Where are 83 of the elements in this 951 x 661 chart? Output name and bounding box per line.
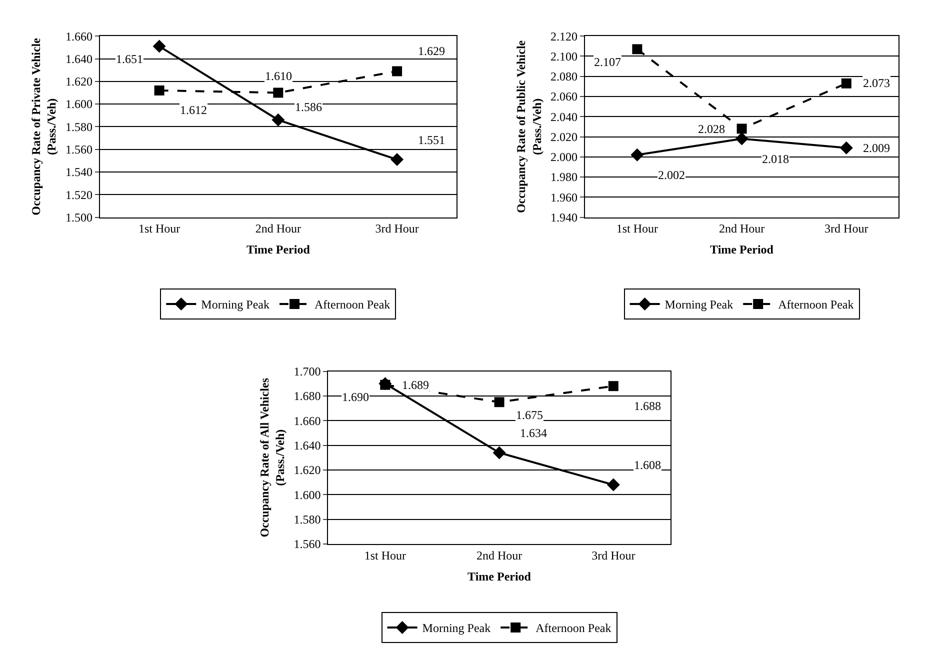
x-tick-label: 1st Hour <box>364 548 406 562</box>
y-tick-label: 1.620 <box>294 463 321 478</box>
data-label: 1.629 <box>418 44 445 58</box>
data-label: 2.028 <box>698 122 725 136</box>
legend-label: Morning Peak <box>201 298 270 312</box>
y-axis-title: Occupancy Rate of All Vehicles (Pass./Veh) <box>257 378 287 538</box>
y-tick-label: 1.940 <box>550 210 578 224</box>
y-tick-label: 1.620 <box>65 74 92 89</box>
legend-label: Morning Peak <box>422 621 491 636</box>
data-label: 2.002 <box>658 168 685 182</box>
data-label: 1.586 <box>295 100 322 114</box>
data-label: 1.612 <box>180 103 207 117</box>
x-tick-label: 3rd Hour <box>375 222 419 236</box>
data-label: 1.610 <box>265 69 292 83</box>
data-label: 2.009 <box>863 141 890 155</box>
x-tick-label: 1st Hour <box>616 222 658 236</box>
x-axis-title: Time Period <box>710 242 774 257</box>
data-label: 1.608 <box>634 458 661 472</box>
point <box>606 478 620 492</box>
data-label: 1.688 <box>634 399 661 413</box>
point <box>840 141 853 154</box>
point <box>736 124 747 134</box>
point <box>390 153 404 166</box>
point <box>494 397 504 408</box>
point <box>272 113 285 126</box>
data-label: 1.690 <box>342 390 369 404</box>
point <box>630 148 644 162</box>
y-tick-label: 2.120 <box>550 29 578 44</box>
y-tick-label: 1.680 <box>294 389 321 404</box>
point <box>632 44 642 54</box>
x-axis-title: Time Period <box>468 569 532 584</box>
data-label: 1.651 <box>116 52 143 66</box>
y-tick-label: 1.660 <box>65 29 92 44</box>
point <box>380 380 390 390</box>
y-tick-label: 1.660 <box>294 414 321 428</box>
point <box>492 446 506 460</box>
y-tick-label: 1.980 <box>550 170 578 184</box>
x-tick-label: 2nd Hour <box>718 222 765 236</box>
y-tick-label: 1.580 <box>65 120 92 134</box>
x-tick-label: 1st Hour <box>138 222 180 236</box>
point <box>154 85 164 96</box>
point <box>841 78 852 88</box>
y-tick-label: 1.600 <box>65 97 92 112</box>
data-label: 2.107 <box>594 55 621 69</box>
y-tick-label: 1.640 <box>294 438 321 452</box>
y-tick-label: 1.520 <box>65 188 92 202</box>
y-tick-label: 2.080 <box>550 70 578 84</box>
point <box>152 40 166 53</box>
x-tick-label: 3rd Hour <box>592 548 636 562</box>
x-axis-title: Time Period <box>246 242 310 257</box>
y-tick-label: 2.020 <box>550 130 578 144</box>
legend-label: Afternoon Peak <box>778 298 854 312</box>
y-tick-label: 1.560 <box>65 142 92 157</box>
y-tick-label: 2.100 <box>550 49 578 64</box>
y-axis-title: Occupancy Rate of Public Vehicle (Pass./Veh) <box>514 40 544 214</box>
y-tick-label: 1.540 <box>65 165 92 180</box>
legend-label: Afternoon Peak <box>536 621 612 636</box>
y-tick-label: 1.560 <box>294 537 321 552</box>
legend-label: Morning Peak <box>664 298 734 312</box>
data-label: 1.551 <box>418 133 445 147</box>
data-label: 1.634 <box>520 426 547 440</box>
y-tick-label: 1.580 <box>294 512 321 527</box>
data-label: 1.675 <box>516 408 543 422</box>
y-tick-label: 1.700 <box>294 364 321 378</box>
x-tick-label: 2nd Hour <box>255 222 301 236</box>
y-tick-label: 1.640 <box>65 52 92 66</box>
data-label: 1.689 <box>402 378 429 392</box>
y-tick-label: 2.040 <box>550 110 578 124</box>
x-tick-label: 2nd Hour <box>476 548 522 562</box>
point <box>735 132 748 146</box>
y-tick-label: 2.060 <box>550 90 578 104</box>
point <box>608 381 618 392</box>
y-axis-title: Occupancy Rate of Private Vehicle (Pass./Veh) <box>29 37 59 216</box>
y-tick-label: 1.500 <box>65 210 92 224</box>
data-label: 2.073 <box>863 76 890 90</box>
point <box>392 66 402 76</box>
legend-label: Afternoon Peak <box>314 298 390 312</box>
x-tick-label: 3rd Hour <box>824 222 868 236</box>
point <box>273 88 284 98</box>
y-tick-label: 2.000 <box>550 150 578 164</box>
data-label: 2.018 <box>762 152 789 166</box>
y-tick-label: 1.960 <box>550 190 578 204</box>
y-tick-label: 1.600 <box>294 488 321 502</box>
